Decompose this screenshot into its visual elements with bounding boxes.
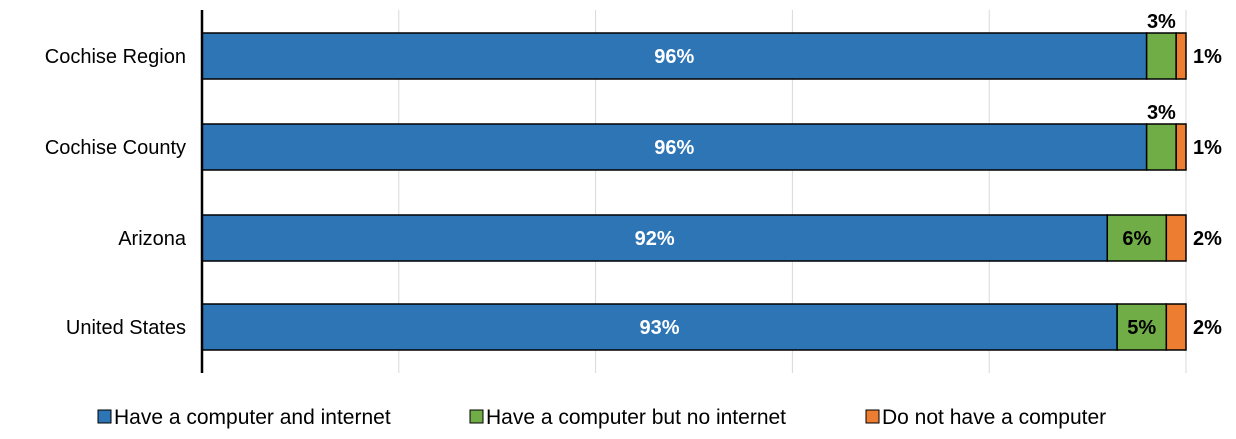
category-label: Arizona	[118, 228, 187, 250]
data-label: 5%	[1127, 317, 1156, 339]
legend-swatch	[865, 409, 880, 424]
data-label: 2%	[1193, 317, 1222, 339]
data-label: 3%	[1147, 11, 1176, 33]
legend-label: Do not have a computer	[882, 406, 1106, 429]
bar-segment	[201, 32, 1148, 80]
bar-segment	[1175, 32, 1187, 80]
data-label: 1%	[1193, 46, 1222, 68]
data-label: 3%	[1147, 102, 1176, 124]
category-label: United States	[66, 317, 186, 339]
data-label: 6%	[1122, 228, 1151, 250]
data-label: 2%	[1193, 228, 1222, 250]
category-label: Cochise Region	[45, 46, 186, 68]
bar-segment	[1145, 32, 1177, 80]
legend-label: Have a computer but no internet	[486, 406, 786, 429]
bar-segment	[1175, 123, 1187, 171]
bar-segment	[1165, 303, 1187, 351]
legend-swatch	[469, 409, 484, 424]
data-label: 1%	[1193, 137, 1222, 159]
data-label: 92%	[635, 228, 675, 250]
legend-swatch	[97, 409, 112, 424]
legend-label: Have a computer and internet	[114, 406, 391, 429]
data-label: 96%	[654, 137, 694, 159]
bar-segment	[1165, 214, 1187, 262]
category-label: Cochise County	[45, 137, 186, 159]
bar-segment	[201, 214, 1109, 262]
bar-segment	[1145, 123, 1177, 171]
data-label: 93%	[640, 317, 680, 339]
data-label: 96%	[654, 46, 694, 68]
bar-segment	[201, 303, 1118, 351]
